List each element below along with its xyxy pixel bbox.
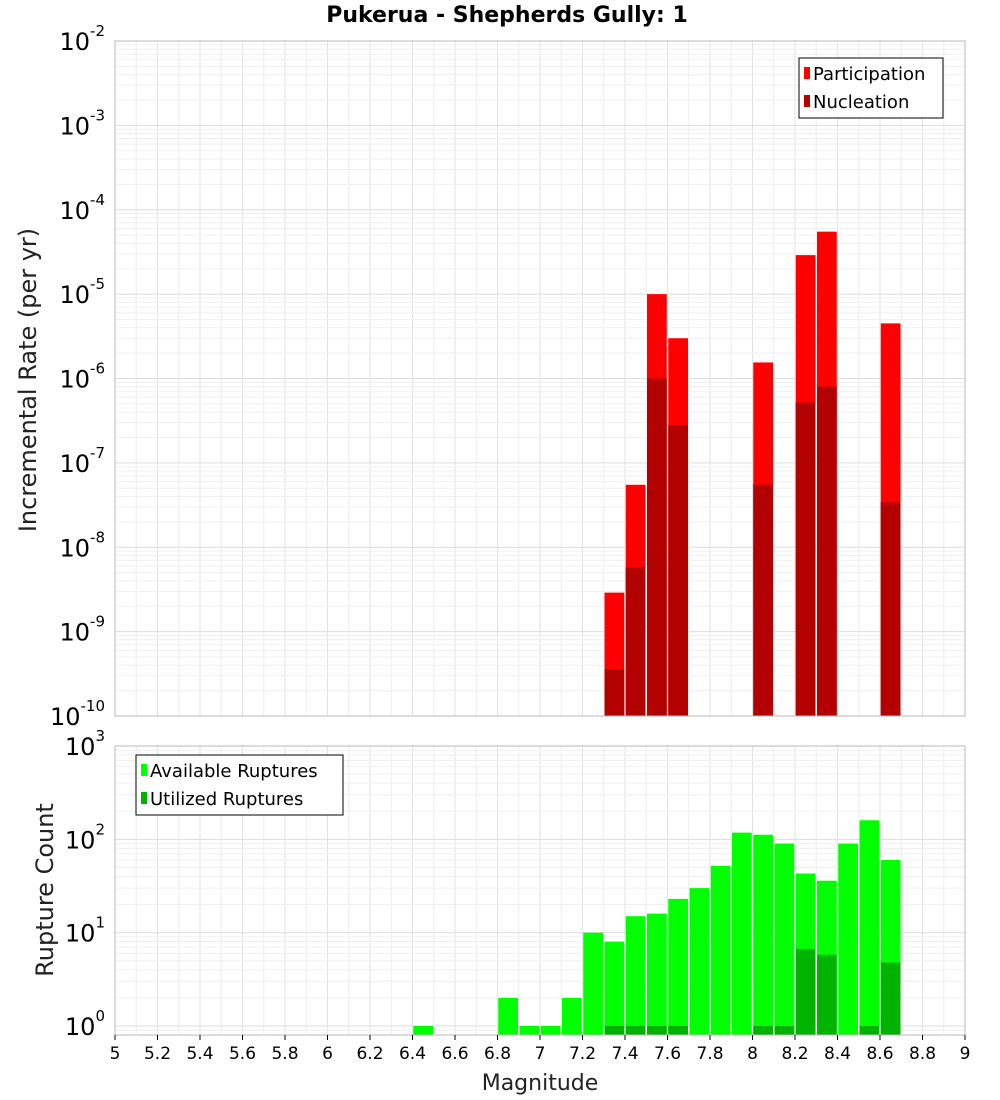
utilized-ruptures-bar	[817, 954, 837, 1035]
count-bars	[114, 745, 966, 1036]
x-tick-label: 8	[747, 1044, 758, 1064]
available-ruptures-bar	[604, 941, 625, 1035]
x-tick-label: 7.6	[654, 1044, 681, 1064]
x-tick-label: 5	[110, 1044, 121, 1064]
nucleation-bar	[795, 402, 816, 716]
nucleation-bar	[668, 425, 688, 716]
available-ruptures-bar	[562, 997, 582, 1035]
y-tick-label: 10-10	[50, 697, 105, 731]
x-tick-label: 5.2	[144, 1044, 171, 1064]
count-y-axis-label: Rupture Count	[31, 803, 59, 977]
x-tick-label: 5.4	[186, 1044, 213, 1064]
rate-y-ticks: 10-10 10-9 10-8 10-7 10-6 10-5 10-4 10-3 10-2	[50, 22, 105, 731]
legend-swatch	[141, 792, 147, 804]
legend-swatch	[141, 764, 147, 776]
utilized-ruptures-bar	[668, 1025, 688, 1035]
available-ruptures-bar	[859, 820, 880, 1035]
x-tick-label: 6	[322, 1044, 333, 1064]
legend-label: Nucleation	[813, 92, 909, 113]
count-y-ticks: 100 101 102 103	[65, 727, 105, 1041]
available-ruptures-bar	[519, 1025, 540, 1035]
x-tick-label: 6.4	[399, 1044, 426, 1064]
available-ruptures-bar	[413, 1025, 433, 1035]
count-panel: 100 101 102 103 Rupture Count Available Rup…	[31, 727, 970, 1096]
y-tick-label: 10-3	[59, 106, 105, 140]
available-ruptures-bar	[732, 832, 752, 1035]
y-tick-label: 102	[65, 820, 105, 854]
legend-label: Utilized Ruptures	[150, 789, 303, 810]
utilized-ruptures-bar	[859, 1025, 880, 1035]
chart-title: Pukerua - Shepherds Gully: 1	[326, 3, 688, 28]
rate-panel: 10-10 10-9 10-8 10-7 10-6 10-5 10-4 10-3 10-2 In…	[14, 22, 966, 731]
available-ruptures-bar	[689, 888, 710, 1035]
rate-bars	[114, 40, 966, 717]
available-ruptures-bar	[668, 898, 688, 1035]
nucleation-bar	[817, 386, 837, 716]
magnitude-x-ticks: 5 5.2 5.4 5.6 5.8 6 6.2 6.4 6.6 6.8 7 7.2 7.4 7.6 7.8 8…	[110, 1035, 971, 1064]
y-tick-label: 101	[65, 914, 105, 948]
available-ruptures-bar	[540, 1025, 561, 1035]
available-ruptures-bar	[583, 932, 603, 1035]
count-legend: Available Ruptures Utilized Ruptures	[135, 754, 344, 816]
x-tick-label: 7	[535, 1044, 546, 1064]
available-ruptures-bar	[647, 913, 667, 1035]
y-tick-label: 10-2	[59, 22, 105, 56]
utilized-ruptures-bar	[795, 948, 816, 1035]
x-tick-label: 6.6	[441, 1044, 468, 1064]
y-tick-label: 100	[65, 1007, 105, 1041]
x-tick-label: 8.6	[866, 1044, 893, 1064]
x-tick-label: 7.8	[696, 1044, 723, 1064]
utilized-ruptures-bar	[625, 1025, 646, 1035]
legend-box	[798, 57, 944, 119]
available-ruptures-bar	[774, 843, 795, 1035]
available-ruptures-bar	[838, 843, 858, 1035]
rate-grid	[114, 40, 966, 717]
available-ruptures-bar	[498, 997, 518, 1035]
nucleation-bar	[880, 502, 901, 716]
y-tick-label: 10-7	[59, 444, 105, 478]
legend-swatch	[804, 67, 810, 79]
available-ruptures-bar	[625, 916, 646, 1035]
legend-box	[135, 754, 344, 816]
nucleation-bar	[625, 567, 646, 716]
utilized-ruptures-bar	[604, 1025, 625, 1035]
x-tick-label: 8.2	[781, 1044, 808, 1064]
nucleation-bar	[753, 484, 773, 716]
y-tick-label: 10-8	[59, 528, 105, 562]
x-tick-label: 8.4	[824, 1044, 851, 1064]
x-tick-label: 6.8	[484, 1044, 511, 1064]
rate-legend: Participation Nucleation	[798, 57, 944, 119]
legend-label: Participation	[813, 64, 925, 85]
utilized-ruptures-bar	[753, 1025, 773, 1035]
available-ruptures-bar	[710, 865, 731, 1035]
utilized-ruptures-bar	[647, 1025, 667, 1035]
x-tick-label: 7.4	[611, 1044, 638, 1064]
x-tick-label: 5.6	[229, 1044, 256, 1064]
x-tick-label: 5.8	[271, 1044, 298, 1064]
legend-label: Available Ruptures	[150, 761, 318, 782]
legend-swatch	[804, 95, 810, 107]
x-tick-label: 8.8	[909, 1044, 936, 1064]
y-tick-label: 10-5	[59, 275, 105, 309]
y-tick-label: 10-6	[59, 360, 105, 394]
nucleation-bar	[647, 378, 667, 716]
nucleation-bar	[604, 669, 625, 716]
utilized-ruptures-bar	[774, 1025, 795, 1035]
x-tick-label: 7.2	[569, 1044, 596, 1064]
y-tick-label: 103	[65, 727, 105, 761]
magnitude-x-axis-label: Magnitude	[482, 1071, 599, 1096]
rate-y-axis-label: Incremental Rate (per yr)	[14, 228, 42, 532]
y-tick-label: 10-4	[59, 191, 105, 225]
x-tick-label: 6.2	[356, 1044, 383, 1064]
x-tick-label: 9	[960, 1044, 971, 1064]
y-tick-label: 10-9	[59, 613, 105, 647]
utilized-ruptures-bar	[880, 962, 901, 1035]
available-ruptures-bar	[753, 834, 773, 1035]
plot-border	[114, 40, 966, 717]
